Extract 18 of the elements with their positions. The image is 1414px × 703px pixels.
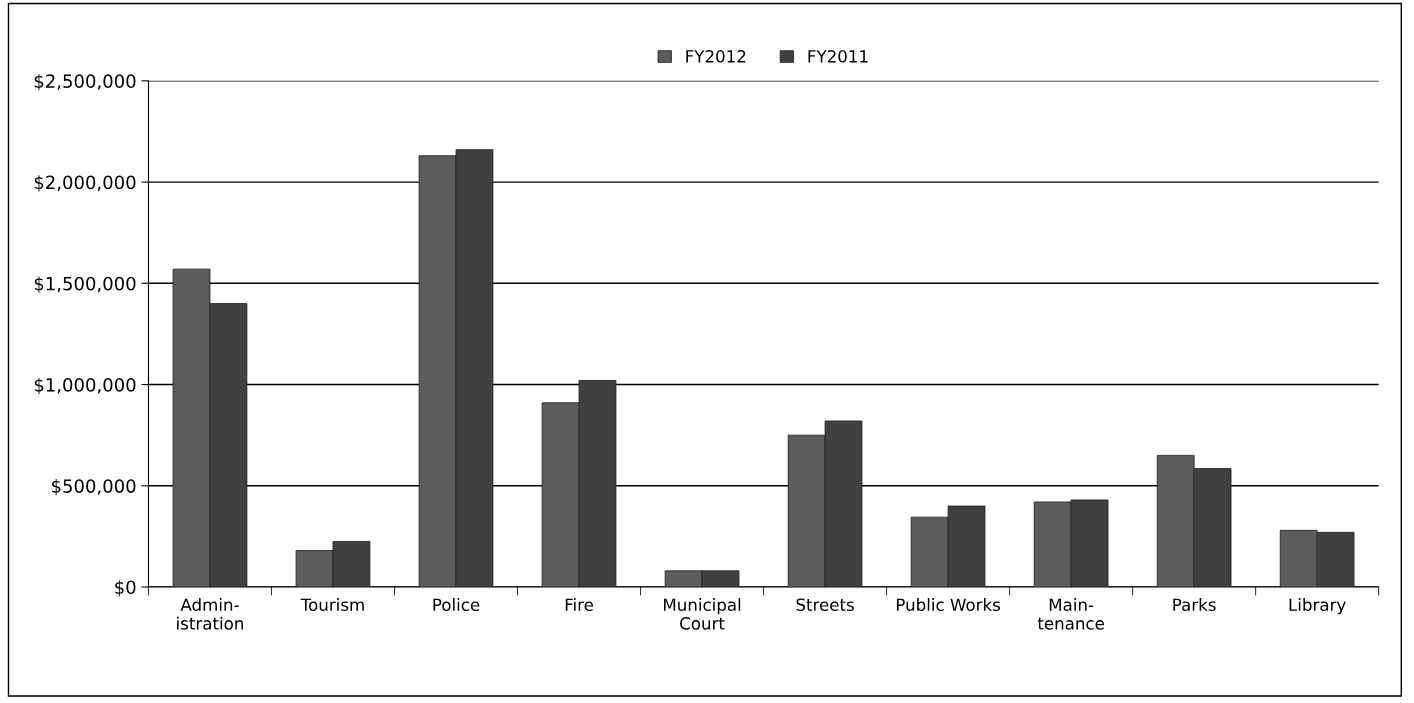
x-tick-label: Police [433,598,480,612]
y-tick-label: $0 [115,580,136,597]
y-tick-label: $2,000,000 [34,175,136,192]
legend-label: FY2011 [808,50,868,63]
legend-label: FY2012 [686,50,746,63]
y-tick-label: $500,000 [52,478,136,496]
x-tick-label: Tourism [300,598,364,612]
y-tick-label: $2,500,000 [34,73,136,91]
x-tick-label: Public Works [896,598,1001,612]
x-tick-label: Parks [1173,598,1216,612]
y-tick-label: $1,000,000 [34,377,136,395]
x-tick-label: Fire [565,598,594,612]
x-tick-label: Library [1289,598,1346,615]
x-tick-label: Admin- istration [177,598,243,630]
x-tick-label: Municipal Court [664,598,741,630]
y-tick-label: $1,500,000 [34,276,136,293]
x-tick-label: Main- tenance [1037,598,1104,630]
x-tick-label: Streets [796,598,854,612]
